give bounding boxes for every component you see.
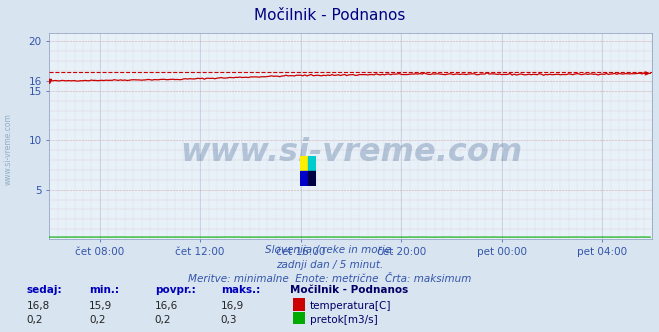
Text: Močilnik - Podnanos: Močilnik - Podnanos [290, 285, 408, 295]
Text: povpr.:: povpr.: [155, 285, 196, 295]
Text: min.:: min.: [89, 285, 119, 295]
Text: 0,3: 0,3 [221, 315, 237, 325]
Text: www.si-vreme.com: www.si-vreme.com [3, 114, 13, 185]
Text: pretok[m3/s]: pretok[m3/s] [310, 315, 378, 325]
Text: sedaj:: sedaj: [26, 285, 62, 295]
Text: 16,6: 16,6 [155, 301, 178, 311]
Text: 0,2: 0,2 [89, 315, 105, 325]
Text: temperatura[C]: temperatura[C] [310, 301, 391, 311]
Bar [308, 156, 316, 171]
Text: www.si-vreme.com: www.si-vreme.com [180, 137, 522, 168]
Text: Slovenija / reke in morje.: Slovenija / reke in morje. [265, 245, 394, 255]
Text: Meritve: minimalne  Enote: metrične  Črta: maksimum: Meritve: minimalne Enote: metrične Črta:… [188, 274, 471, 284]
Text: 16,8: 16,8 [26, 301, 49, 311]
Bar [300, 156, 308, 171]
Text: maks.:: maks.: [221, 285, 260, 295]
Text: Močilnik - Podnanos: Močilnik - Podnanos [254, 8, 405, 23]
Bar [308, 171, 316, 186]
Text: 0,2: 0,2 [26, 315, 43, 325]
Text: zadnji dan / 5 minut.: zadnji dan / 5 minut. [276, 260, 383, 270]
Text: 16,9: 16,9 [221, 301, 244, 311]
Text: 15,9: 15,9 [89, 301, 112, 311]
Text: 0,2: 0,2 [155, 315, 171, 325]
Bar [300, 171, 308, 186]
